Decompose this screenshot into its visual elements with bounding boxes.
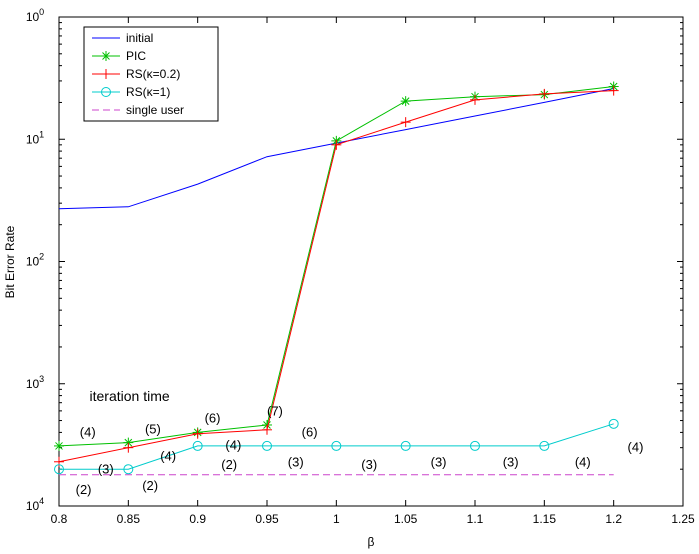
x-tick-label: 0.95 [255,512,279,526]
data-point [331,139,342,150]
data-point [123,442,134,453]
x-tick-label: 0.9 [189,512,206,526]
data-point [54,456,64,467]
y-tick-base: 10 [26,377,40,391]
legend-marker [101,51,111,61]
y-tick-base: 10 [26,10,40,24]
iteration-annotation: (4) [160,449,176,464]
iteration-annotation: (3) [503,455,519,470]
iteration-annotation: (2) [76,482,92,497]
iteration-annotation: (4) [575,455,591,470]
iteration-annotation: (4) [80,425,96,440]
data-point [54,464,64,475]
data-point [262,440,272,451]
x-tick-label: 1.25 [671,512,695,526]
iteration-annotation: (2) [142,478,158,493]
data-point [262,424,272,435]
x-tick-label: 1 [333,512,340,526]
x-tick-label: 1.1 [467,512,484,526]
data-point [608,418,619,429]
iteration-annotation: (2) [221,457,237,472]
legend-entry: single user [92,103,184,117]
iteration-annotation: (4) [225,437,241,452]
legend-entry: RS(κ=0.2) [92,67,180,81]
series-group [54,81,619,476]
x-tick-label: 0.8 [51,512,68,526]
x-axis-label: β [368,535,375,549]
data-point [539,440,550,451]
x-tick-label: 1.15 [533,512,557,526]
annotation-title: iteration time [90,388,170,404]
series-2 [54,85,619,467]
y-tick-exp: 2 [39,252,44,262]
legend-entry: PIC [92,49,146,63]
legend-label: PIC [126,49,146,63]
annotations-group: iteration time(4) (5)(6) (7)(6)(3)(4)(4)(2… [76,388,644,497]
data-point [608,85,619,96]
legend-label: single user [126,103,184,117]
iteration-annotation: (3) [98,461,114,476]
data-point [400,117,411,128]
iteration-annotation: (6) [205,411,221,426]
data-point [470,94,480,105]
x-tick-label: 0.85 [117,512,141,526]
data-point [123,464,134,475]
data-point [539,88,550,99]
y-tick-label: 104 [26,496,44,513]
data-point [54,440,64,451]
legend-marker [101,69,111,79]
y-tick-exp: 0 [39,7,44,17]
series-line [59,423,614,470]
series-3 [54,418,619,475]
y-tick-label: 103 [26,374,44,391]
y-tick-exp: 4 [39,496,44,506]
data-point [400,96,411,107]
legend-marker [101,87,111,97]
y-tick-base: 10 [26,499,40,513]
axis-ticks: 0.8 0.85 0.9 0.95 1 1.05 1.1 1.15 1.2 1.251001011… [26,7,695,526]
data-point [470,440,480,451]
y-axis-label: Bit Error Rate [3,225,17,298]
legend-label: RS(κ=1) [126,85,170,99]
x-tick-label: 1.2 [605,512,622,526]
iteration-annotation: (3) [361,457,377,472]
y-tick-label: 101 [26,129,44,146]
legend-entry: RS(κ=1) [92,85,170,99]
y-tick-label: 100 [26,7,44,24]
iteration-annotation: (3) [288,455,304,470]
iteration-annotation: (4) [628,439,644,454]
data-point [192,428,203,439]
legend: initial PIC RS(κ=0.2) RS(κ=1) single user [83,26,219,122]
legend-entry: initial [92,31,153,45]
x-tick-label: 1.05 [394,512,418,526]
data-point [331,440,342,451]
data-point [192,440,203,451]
y-tick-base: 10 [26,255,40,269]
legend-label: RS(κ=0.2) [126,67,180,81]
y-tick-exp: 3 [39,374,44,384]
iteration-annotation: (7) [267,403,283,418]
iteration-annotation: (6) [302,425,318,440]
legend-label: initial [126,31,153,45]
y-tick-label: 102 [26,252,44,269]
y-tick-base: 10 [26,132,40,146]
y-tick-exp: 1 [39,129,44,139]
iteration-annotation: (5) [145,422,161,437]
data-point [400,440,411,451]
iteration-annotation: (3) [431,455,447,470]
